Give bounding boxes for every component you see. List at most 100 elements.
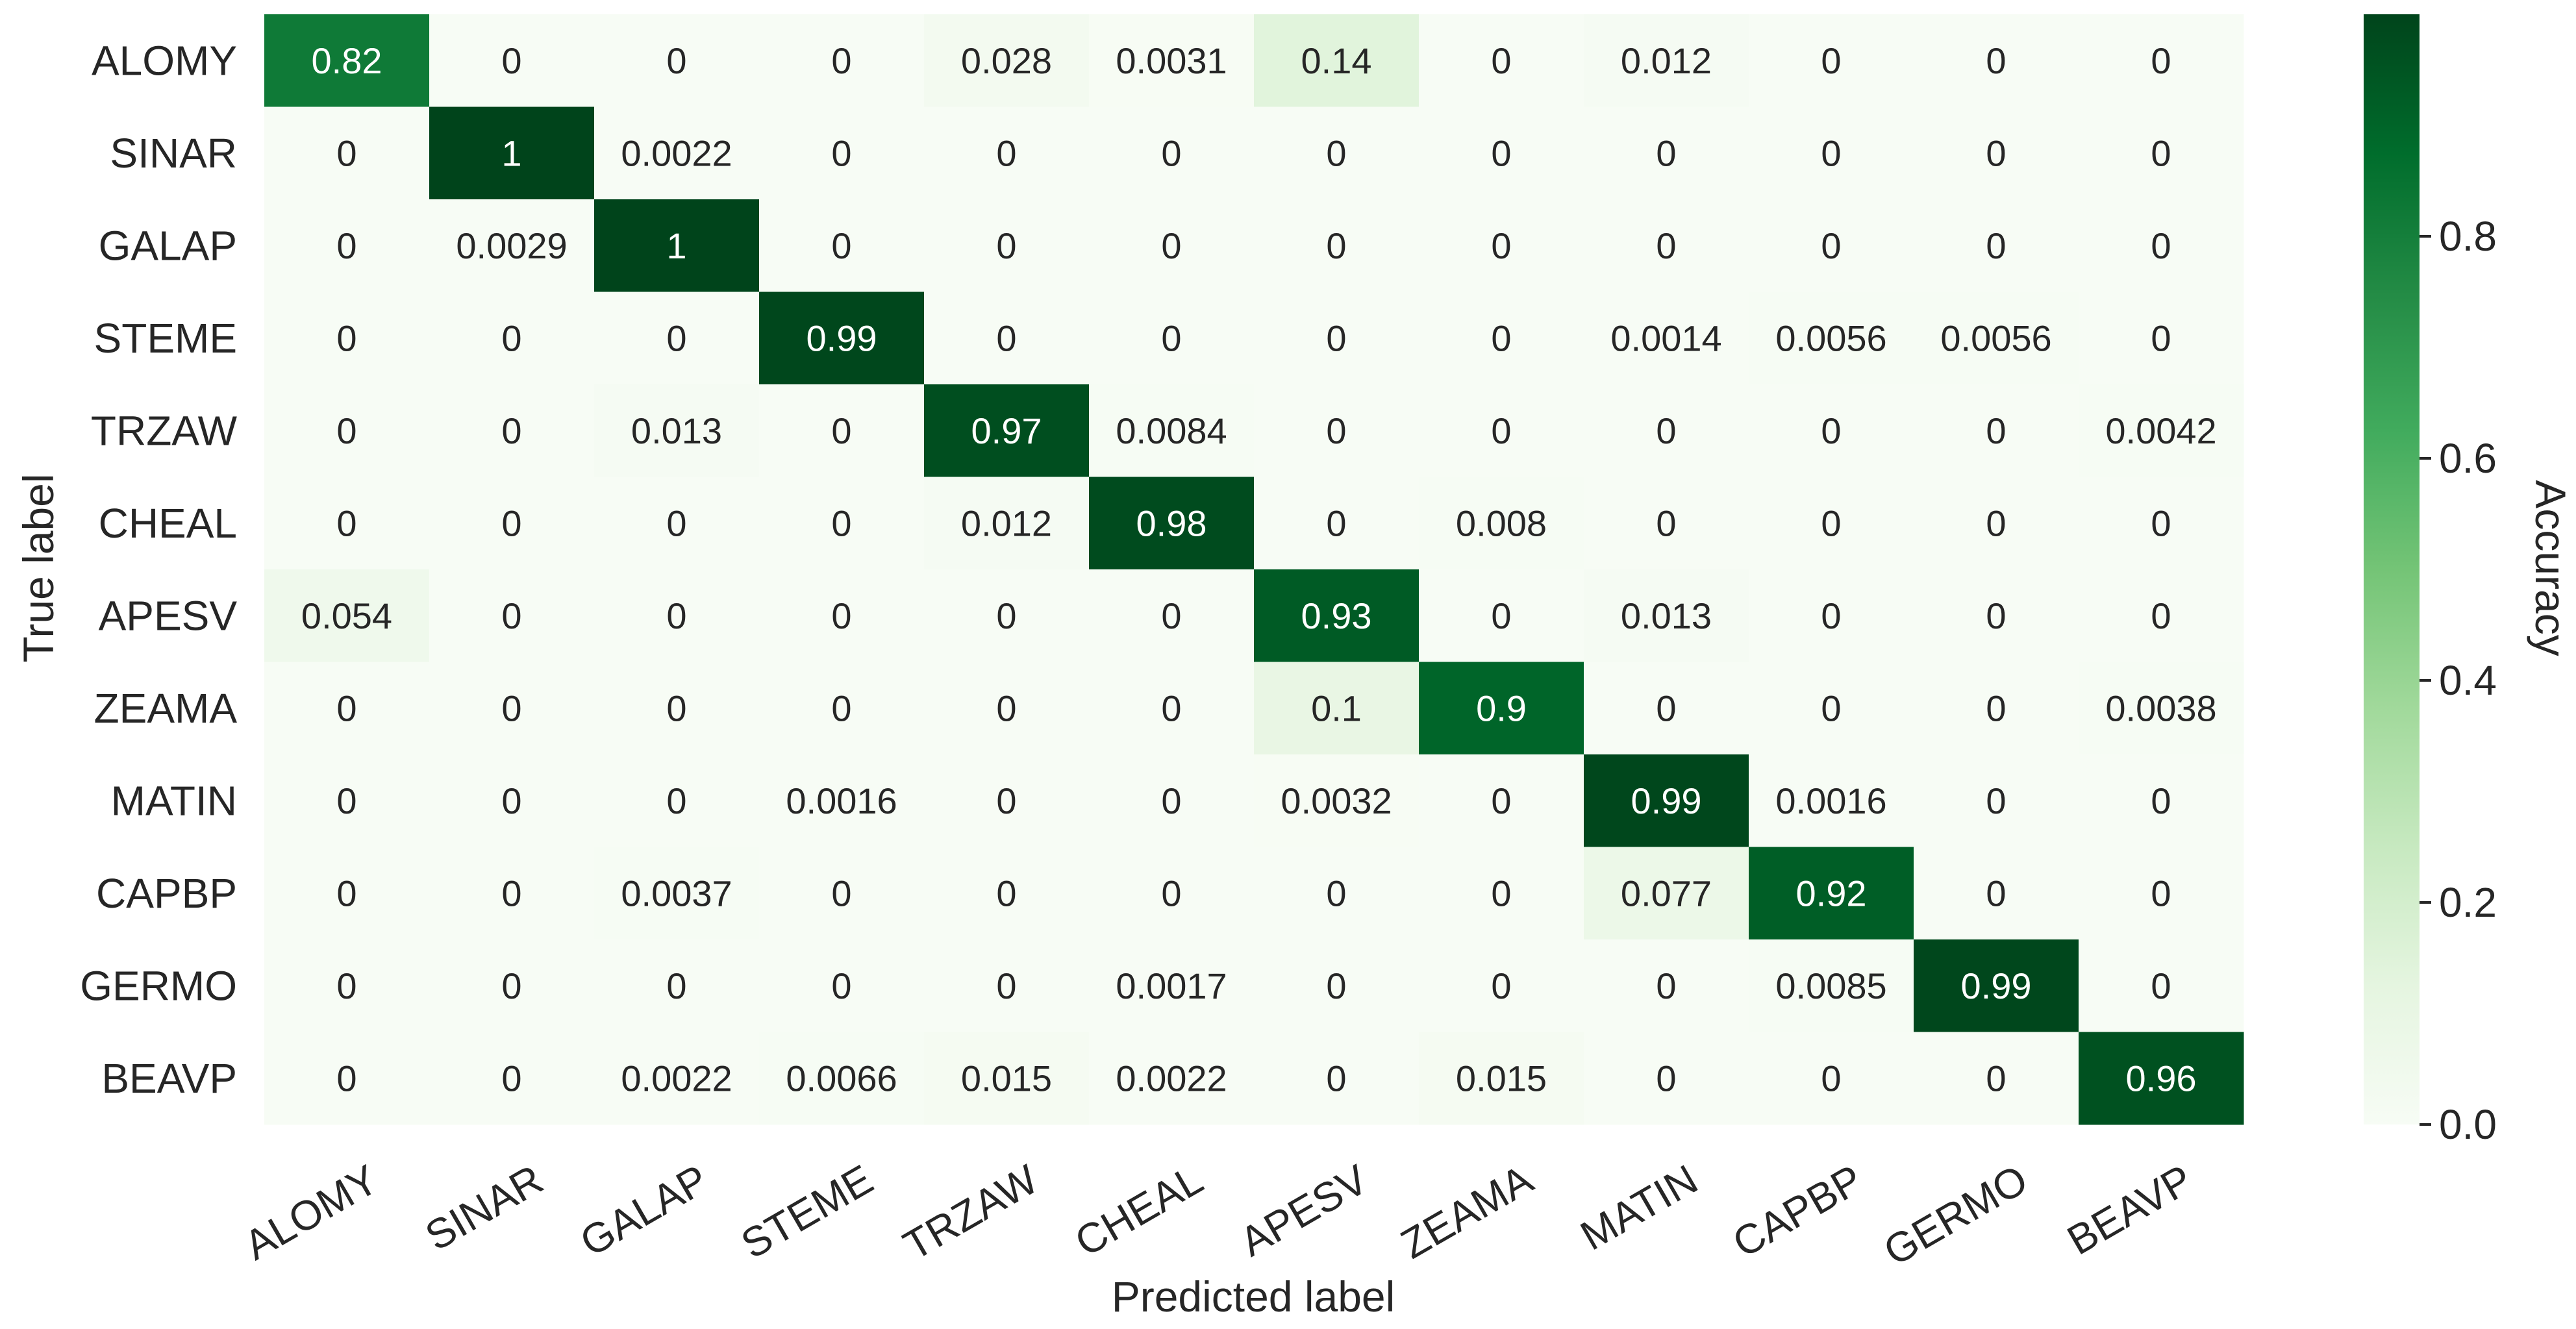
cell-value-label: 0	[996, 965, 1016, 1006]
heatmap-cell	[1419, 847, 1584, 940]
cell-value-label: 0	[1161, 873, 1181, 913]
heatmap-cell	[1749, 569, 1914, 662]
cell-value-label: 0.96	[2126, 1058, 2197, 1099]
heatmap-cell	[594, 292, 760, 385]
cell-value-label: 0	[1326, 410, 1346, 451]
heatmap-cell	[1584, 662, 1749, 755]
cell-value-label: 0	[1821, 595, 1841, 636]
x-tick-label: CAPBP	[1725, 1156, 1870, 1267]
cell-value-label: 0	[1161, 780, 1181, 821]
heatmap-cell	[429, 662, 595, 755]
y-tick-label: SINAR	[110, 130, 237, 177]
heatmap-cell	[2079, 662, 2244, 755]
heatmap-cell	[1254, 477, 1419, 570]
colorbar-tick-label: 0.0	[2439, 1101, 2497, 1148]
heatmap-cell	[1749, 292, 1914, 385]
colorbar-tick-label: 0.4	[2439, 657, 2497, 704]
cell-value-label: 0	[996, 317, 1016, 358]
cell-value-label: 0.054	[301, 595, 392, 636]
heatmap-cell	[1914, 199, 2079, 292]
heatmap-cell	[594, 847, 760, 940]
heatmap-cell	[924, 847, 1090, 940]
x-tick-label: MATIN	[1573, 1156, 1705, 1260]
cell-value-label: 0	[996, 873, 1016, 913]
heatmap-cell	[1089, 662, 1255, 755]
cell-value-label: 0	[501, 595, 521, 636]
heatmap-cell	[1749, 1032, 1914, 1125]
cell-value-label: 0.0066	[786, 1058, 897, 1099]
cell-value-label: 0	[2151, 873, 2171, 913]
colorbar-gradient	[2364, 14, 2420, 1124]
cell-value-label: 0	[1986, 1058, 2006, 1099]
cell-value-label: 0.0014	[1610, 317, 1721, 358]
heatmap-cell	[264, 754, 430, 847]
heatmap-cell	[1254, 754, 1419, 847]
heatmap-cell	[1089, 477, 1255, 570]
cell-value-label: 0	[1326, 132, 1346, 173]
heatmap-cell	[1584, 106, 1749, 200]
cell-value-label: 0	[831, 225, 851, 266]
heatmap-cell	[429, 199, 595, 292]
cell-value-label: 0.93	[1301, 595, 1372, 636]
cell-value-label: 0	[2151, 965, 2171, 1006]
cell-value-label: 0	[666, 780, 686, 821]
heatmap-cell	[264, 847, 430, 940]
y-tick-label: GALAP	[99, 222, 237, 269]
cell-value-label: 0.1	[1311, 688, 1362, 728]
heatmap-cell	[759, 292, 925, 385]
cell-value-labels: 0.82 0 0 0 0.028 0.0031 0.14 0 0.012 0 0 0 0 1 0.0022 0…	[301, 40, 2217, 1099]
heatmap-cell	[1419, 14, 1584, 107]
cell-value-label: 0.0016	[1775, 780, 1886, 821]
heatmap-cell	[2079, 477, 2244, 570]
heatmap-cell	[594, 939, 760, 1032]
cell-value-label: 0	[1326, 873, 1346, 913]
heatmap-cell	[1749, 754, 1914, 847]
heatmap-cell	[1914, 662, 2079, 755]
cell-value-label: 0	[336, 410, 356, 451]
cell-value-label: 0.0042	[2105, 410, 2216, 451]
heatmap-cell	[1254, 847, 1419, 940]
cell-value-label: 0	[501, 688, 521, 728]
heatmap-cell	[1749, 384, 1914, 477]
heatmap-cell	[1089, 939, 1255, 1032]
cell-value-label: 0	[1161, 225, 1181, 266]
heatmap-cell	[1749, 477, 1914, 570]
cell-value-label: 0.0084	[1116, 410, 1227, 451]
heatmap-cell	[924, 14, 1090, 107]
colorbar	[2364, 14, 2420, 1124]
heatmap-cell	[759, 199, 925, 292]
heatmap-cell	[1749, 939, 1914, 1032]
heatmap-cell	[594, 662, 760, 755]
x-tick-label: SINAR	[418, 1156, 551, 1260]
heatmap-cell	[1419, 106, 1584, 200]
heatmap-cell	[1749, 199, 1914, 292]
cell-value-label: 0	[1326, 317, 1346, 358]
heatmap-cell	[2079, 292, 2244, 385]
heatmap-cell	[429, 1032, 595, 1125]
heatmap-cell	[1419, 939, 1584, 1032]
cell-value-label: 0.012	[961, 503, 1052, 543]
heatmap-cell	[1419, 1032, 1584, 1125]
heatmap-cell	[594, 14, 760, 107]
heatmap-cell	[1584, 477, 1749, 570]
cell-value-label: 0	[666, 40, 686, 81]
heatmap-grid	[264, 14, 2244, 1125]
cell-value-label: 1	[501, 132, 521, 173]
cell-value-label: 0	[1491, 595, 1511, 636]
cell-value-label: 0	[1821, 1058, 1841, 1099]
cell-value-label: 0.0029	[456, 225, 567, 266]
x-axis-tick-labels: ALOMY SINAR GALAP STEME TRZAW CHEAL APESV ZEAMA…	[236, 1156, 2200, 1275]
cell-value-label: 0.0016	[786, 780, 897, 821]
colorbar-tick-label: 0.2	[2439, 879, 2497, 926]
heatmap-cell	[2079, 939, 2244, 1032]
colorbar-tick-label: 0.6	[2439, 435, 2497, 482]
cell-value-label: 0	[1986, 873, 2006, 913]
cell-value-label: 0	[336, 688, 356, 728]
heatmap-cell	[1584, 569, 1749, 662]
heatmap-cell	[2079, 847, 2244, 940]
y-tick-label: MATIN	[111, 777, 237, 824]
heatmap-cell	[1089, 106, 1255, 200]
cell-value-label: 0	[501, 503, 521, 543]
cell-value-label: 0	[1986, 595, 2006, 636]
heatmap-cell	[264, 292, 430, 385]
